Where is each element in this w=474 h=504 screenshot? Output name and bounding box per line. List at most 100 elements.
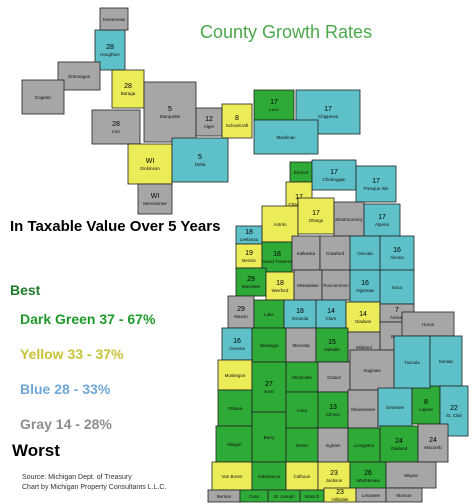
county-shape: [251, 461, 287, 491]
county-name: Macomb: [424, 445, 442, 450]
county-name: Livingston: [354, 443, 375, 448]
county-name: Houghton: [100, 52, 120, 57]
county-newaygo: Newaygo: [251, 327, 287, 363]
county-name: Benzie: [242, 258, 256, 263]
county-name: Alger: [204, 124, 215, 129]
county-name: Washtenaw: [356, 478, 380, 483]
county-name: Calhoun: [294, 474, 311, 479]
county-shape: [429, 335, 463, 387]
county-shape: [315, 327, 349, 363]
county-name: Sanilac: [439, 359, 455, 364]
county-value: 17: [330, 169, 338, 176]
county-value: 16: [233, 338, 241, 345]
county-value: WI: [146, 158, 155, 165]
county-value: 14: [327, 308, 335, 315]
county-name: Otsego: [309, 218, 324, 223]
county-tuscola: Tuscola: [393, 335, 431, 389]
county-value: 18: [276, 280, 284, 287]
county-name: Van Buren: [222, 474, 243, 479]
county-name: Monroe: [396, 493, 412, 498]
county-huron: Huron: [401, 311, 455, 337]
county-cass: Cass: [239, 489, 269, 503]
county-value: 29: [237, 306, 245, 313]
county-name: Ogemaw: [356, 288, 375, 293]
county-shape: [285, 361, 319, 393]
county-name: Clare: [326, 316, 337, 321]
county-name: Delta: [195, 162, 206, 167]
county-shape: [217, 359, 253, 391]
county-name: Luce: [269, 107, 279, 112]
county-value: 18: [245, 229, 253, 236]
county-name: Cheboygan: [322, 177, 346, 182]
county-value: 27: [265, 381, 273, 388]
county-gogebic: Gogebic: [21, 79, 65, 115]
county-name: Lenawee: [362, 493, 381, 498]
county-name: Gogebic: [35, 95, 53, 100]
county-shape: [349, 269, 381, 303]
county-shape: [235, 243, 263, 269]
county-shape: [91, 109, 141, 145]
county-shape: [347, 389, 379, 429]
county-montmorency: Montmorency: [333, 201, 365, 237]
county-name: Osceola: [292, 316, 309, 321]
map-subtitle: In Taxable Value Over 5 Years: [10, 218, 221, 235]
county-value: 29: [247, 276, 255, 283]
county-value: 17: [295, 194, 303, 201]
county-shape: [217, 389, 253, 427]
county-name: Manistee: [242, 284, 261, 289]
county-name: Lake: [264, 312, 274, 317]
county-barry: Barry: [251, 411, 287, 463]
county-shape: [355, 165, 397, 203]
county-name: Isabella: [324, 347, 340, 352]
county-crawford: Crawford: [319, 235, 351, 271]
county-name: Ingham: [325, 443, 340, 448]
county-name: Ontonagon: [68, 74, 91, 79]
county-emmet: Emmet: [289, 161, 313, 183]
county-lenawee: Lenawee: [355, 487, 387, 503]
county-shape: [385, 487, 423, 503]
county-mecosta: Mecosta: [285, 327, 317, 363]
county-value: 26: [364, 470, 372, 477]
county-value: 14: [359, 311, 367, 318]
county-name: Newaygo: [260, 343, 279, 348]
county-name: Branch: [305, 494, 320, 499]
county-shape: [377, 387, 413, 427]
county-value: 17: [312, 210, 320, 217]
county-ottawa: Ottawa: [217, 389, 253, 427]
county-name: Oceana: [229, 346, 245, 351]
county-value: 17: [378, 214, 386, 221]
county-value: 24: [429, 437, 437, 444]
county-value: 8: [235, 115, 239, 122]
county-name: Lapeer: [419, 407, 434, 412]
county-value: 28: [124, 83, 132, 90]
county-berrien: Berrien: [207, 489, 241, 503]
county-value: 28: [112, 121, 120, 128]
county-name: Mackinac: [276, 135, 296, 140]
county-name: Cass: [249, 494, 260, 499]
county-name: Mason: [234, 314, 248, 319]
county-roscommon: Roscommon: [321, 269, 351, 301]
county-shape: [291, 235, 321, 271]
county-name: Kent: [264, 389, 274, 394]
legend-worst: Worst: [12, 441, 60, 460]
county-name: Clinton: [326, 412, 341, 417]
county-shape: [221, 103, 253, 139]
county-name: Grand Traverse: [261, 259, 293, 264]
county-name: Wayne: [404, 473, 418, 478]
county-ingham: Ingham: [317, 427, 349, 463]
county-shape: [317, 461, 351, 491]
county-name: Leelanau: [240, 237, 259, 242]
county-name: Marquette: [160, 114, 181, 119]
